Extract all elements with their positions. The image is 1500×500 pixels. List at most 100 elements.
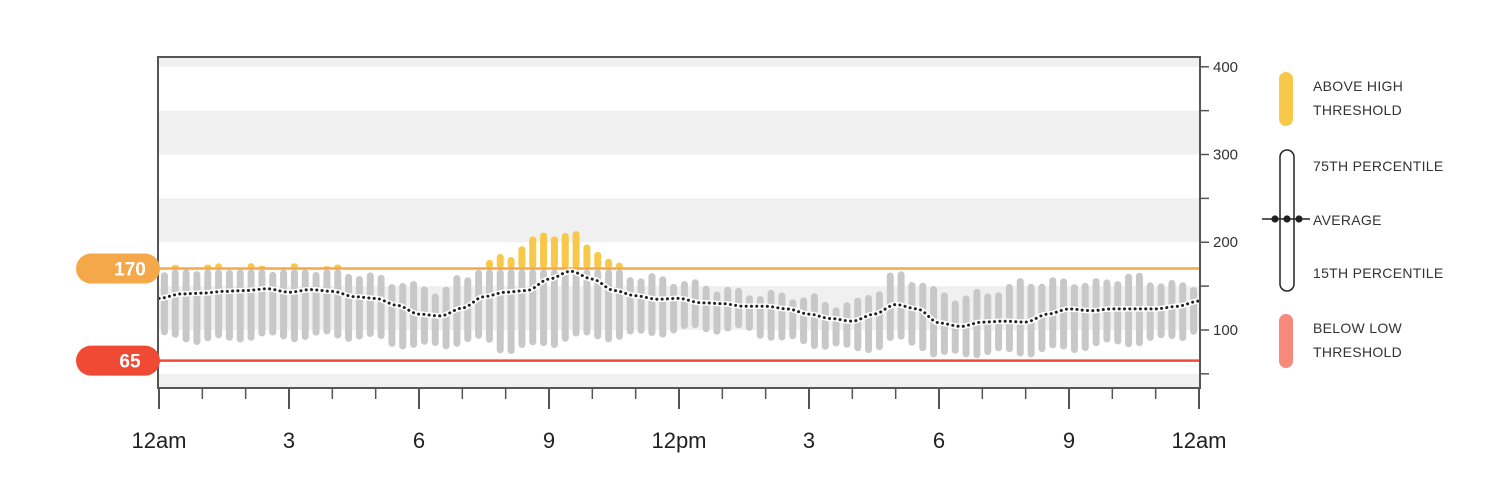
percentile-bar	[605, 269, 613, 343]
x-tick-label: 12pm	[651, 428, 706, 453]
percentile-bar	[193, 271, 201, 345]
percentile-bar	[182, 269, 190, 343]
percentile-bar	[832, 307, 840, 347]
percentile-bar	[399, 282, 407, 350]
background-bands	[159, 58, 1199, 387]
percentile-bar	[908, 281, 916, 346]
percentile-bar	[572, 269, 580, 337]
percentile-bar	[854, 297, 862, 352]
percentile-bar	[789, 299, 797, 340]
high-threshold-badge: 170	[76, 253, 160, 284]
percentile-bar	[843, 302, 851, 348]
percentile-bar	[659, 276, 667, 338]
percentile-bar	[713, 291, 721, 335]
legend-average-dot	[1271, 215, 1279, 223]
legend-below-low-label: THRESHOLD	[1313, 344, 1402, 360]
x-tick-label: 12am	[131, 428, 186, 453]
percentile-bar	[875, 291, 883, 351]
percentile-bar	[334, 269, 342, 339]
percentile-bar	[626, 277, 634, 335]
legend-average-label: AVERAGE	[1313, 212, 1382, 228]
percentile-bar	[301, 269, 309, 341]
percentile-bar	[290, 269, 298, 343]
percentile-bar	[236, 269, 244, 343]
percentile-bar	[323, 269, 331, 335]
percentile-bar	[269, 271, 277, 336]
percentile-bar	[312, 271, 320, 336]
percentile-bar	[1016, 278, 1024, 357]
threshold-lines	[150, 267, 1199, 362]
percentile-bar	[442, 286, 450, 350]
percentile-bar	[810, 293, 818, 350]
percentile-bar	[388, 284, 396, 347]
percentile-bar	[507, 269, 515, 355]
above-high-bar	[583, 244, 591, 269]
percentile-bar	[529, 269, 537, 346]
percentile-bar	[637, 278, 645, 334]
x-tick-label: 3	[803, 428, 815, 453]
average-line	[159, 268, 1199, 330]
percentile-bar	[583, 269, 591, 336]
legend-above-high-label: ABOVE HIGH	[1313, 78, 1403, 94]
legend-15th-label: 15TH PERCENTILE	[1313, 265, 1444, 281]
above-high-bar	[485, 259, 493, 269]
percentile-bar	[648, 273, 656, 337]
high-threshold-pill	[76, 253, 160, 284]
percentile-bar	[345, 273, 353, 342]
percentile-bar	[1060, 278, 1068, 350]
x-tick-label: 6	[413, 428, 425, 453]
above-high-bar	[540, 232, 548, 269]
background-band	[159, 373, 1199, 387]
percentile-bar	[919, 282, 927, 352]
legend-above-high-label: THRESHOLD	[1313, 102, 1402, 118]
x-tick-label: 6	[933, 428, 945, 453]
percentile-bar	[1081, 282, 1089, 352]
percentile-bar	[670, 283, 678, 334]
percentile-bar	[540, 269, 548, 347]
percentile-bar	[247, 269, 255, 341]
percentile-bar	[1168, 279, 1176, 340]
above-high-bar	[507, 257, 515, 269]
percentile-bar	[821, 301, 829, 350]
above-high-bar	[572, 230, 580, 269]
percentile-bar	[1114, 281, 1122, 345]
x-axis: 12am 3 6 9 12pm 3 6 9 12am	[131, 388, 1227, 453]
legend: ABOVE HIGH THRESHOLD 75TH PERCENTILE AVERAG…	[1262, 72, 1444, 368]
above-high-bar	[247, 263, 255, 269]
y-tick-label: 400	[1213, 59, 1238, 76]
percentile-bar	[1190, 287, 1198, 335]
high-threshold-value: 170	[114, 260, 146, 281]
percentile-bar	[756, 295, 764, 339]
average-line-dots	[159, 269, 1199, 328]
x-tick-label: 12am	[1171, 428, 1226, 453]
percentile-bar	[518, 269, 526, 349]
percentile-bar	[485, 269, 493, 343]
legend-75th-label: 75TH PERCENTILE	[1313, 158, 1444, 174]
low-threshold-value: 65	[119, 352, 141, 373]
threshold-labels: 170 65	[76, 253, 160, 376]
percentile-bar	[865, 294, 873, 354]
above-high-bar	[605, 258, 613, 269]
percentile-bar	[377, 274, 385, 340]
percentile-bar	[475, 269, 483, 339]
above-high-bar	[290, 263, 298, 269]
percentile-bar	[1179, 282, 1187, 341]
above-high-bar	[561, 232, 569, 269]
percentile-bar	[431, 293, 439, 347]
percentile-bar	[160, 272, 168, 336]
percentile-bar	[355, 275, 363, 340]
percentile-bar	[615, 269, 623, 340]
percentile-bar	[215, 269, 223, 339]
above-high-bar	[529, 236, 537, 269]
percentile-bar	[1070, 284, 1078, 354]
percentile-bar	[724, 286, 732, 332]
percentile-bar	[204, 269, 212, 342]
legend-below-low-swatch	[1279, 314, 1293, 368]
percentile-bar	[767, 289, 775, 341]
percentile-bar	[550, 269, 558, 348]
y-axis: 100 200 300 400	[1200, 59, 1238, 375]
percentile-bar	[778, 292, 786, 341]
x-tick-label: 3	[283, 428, 295, 453]
percentile-bar	[464, 277, 472, 343]
